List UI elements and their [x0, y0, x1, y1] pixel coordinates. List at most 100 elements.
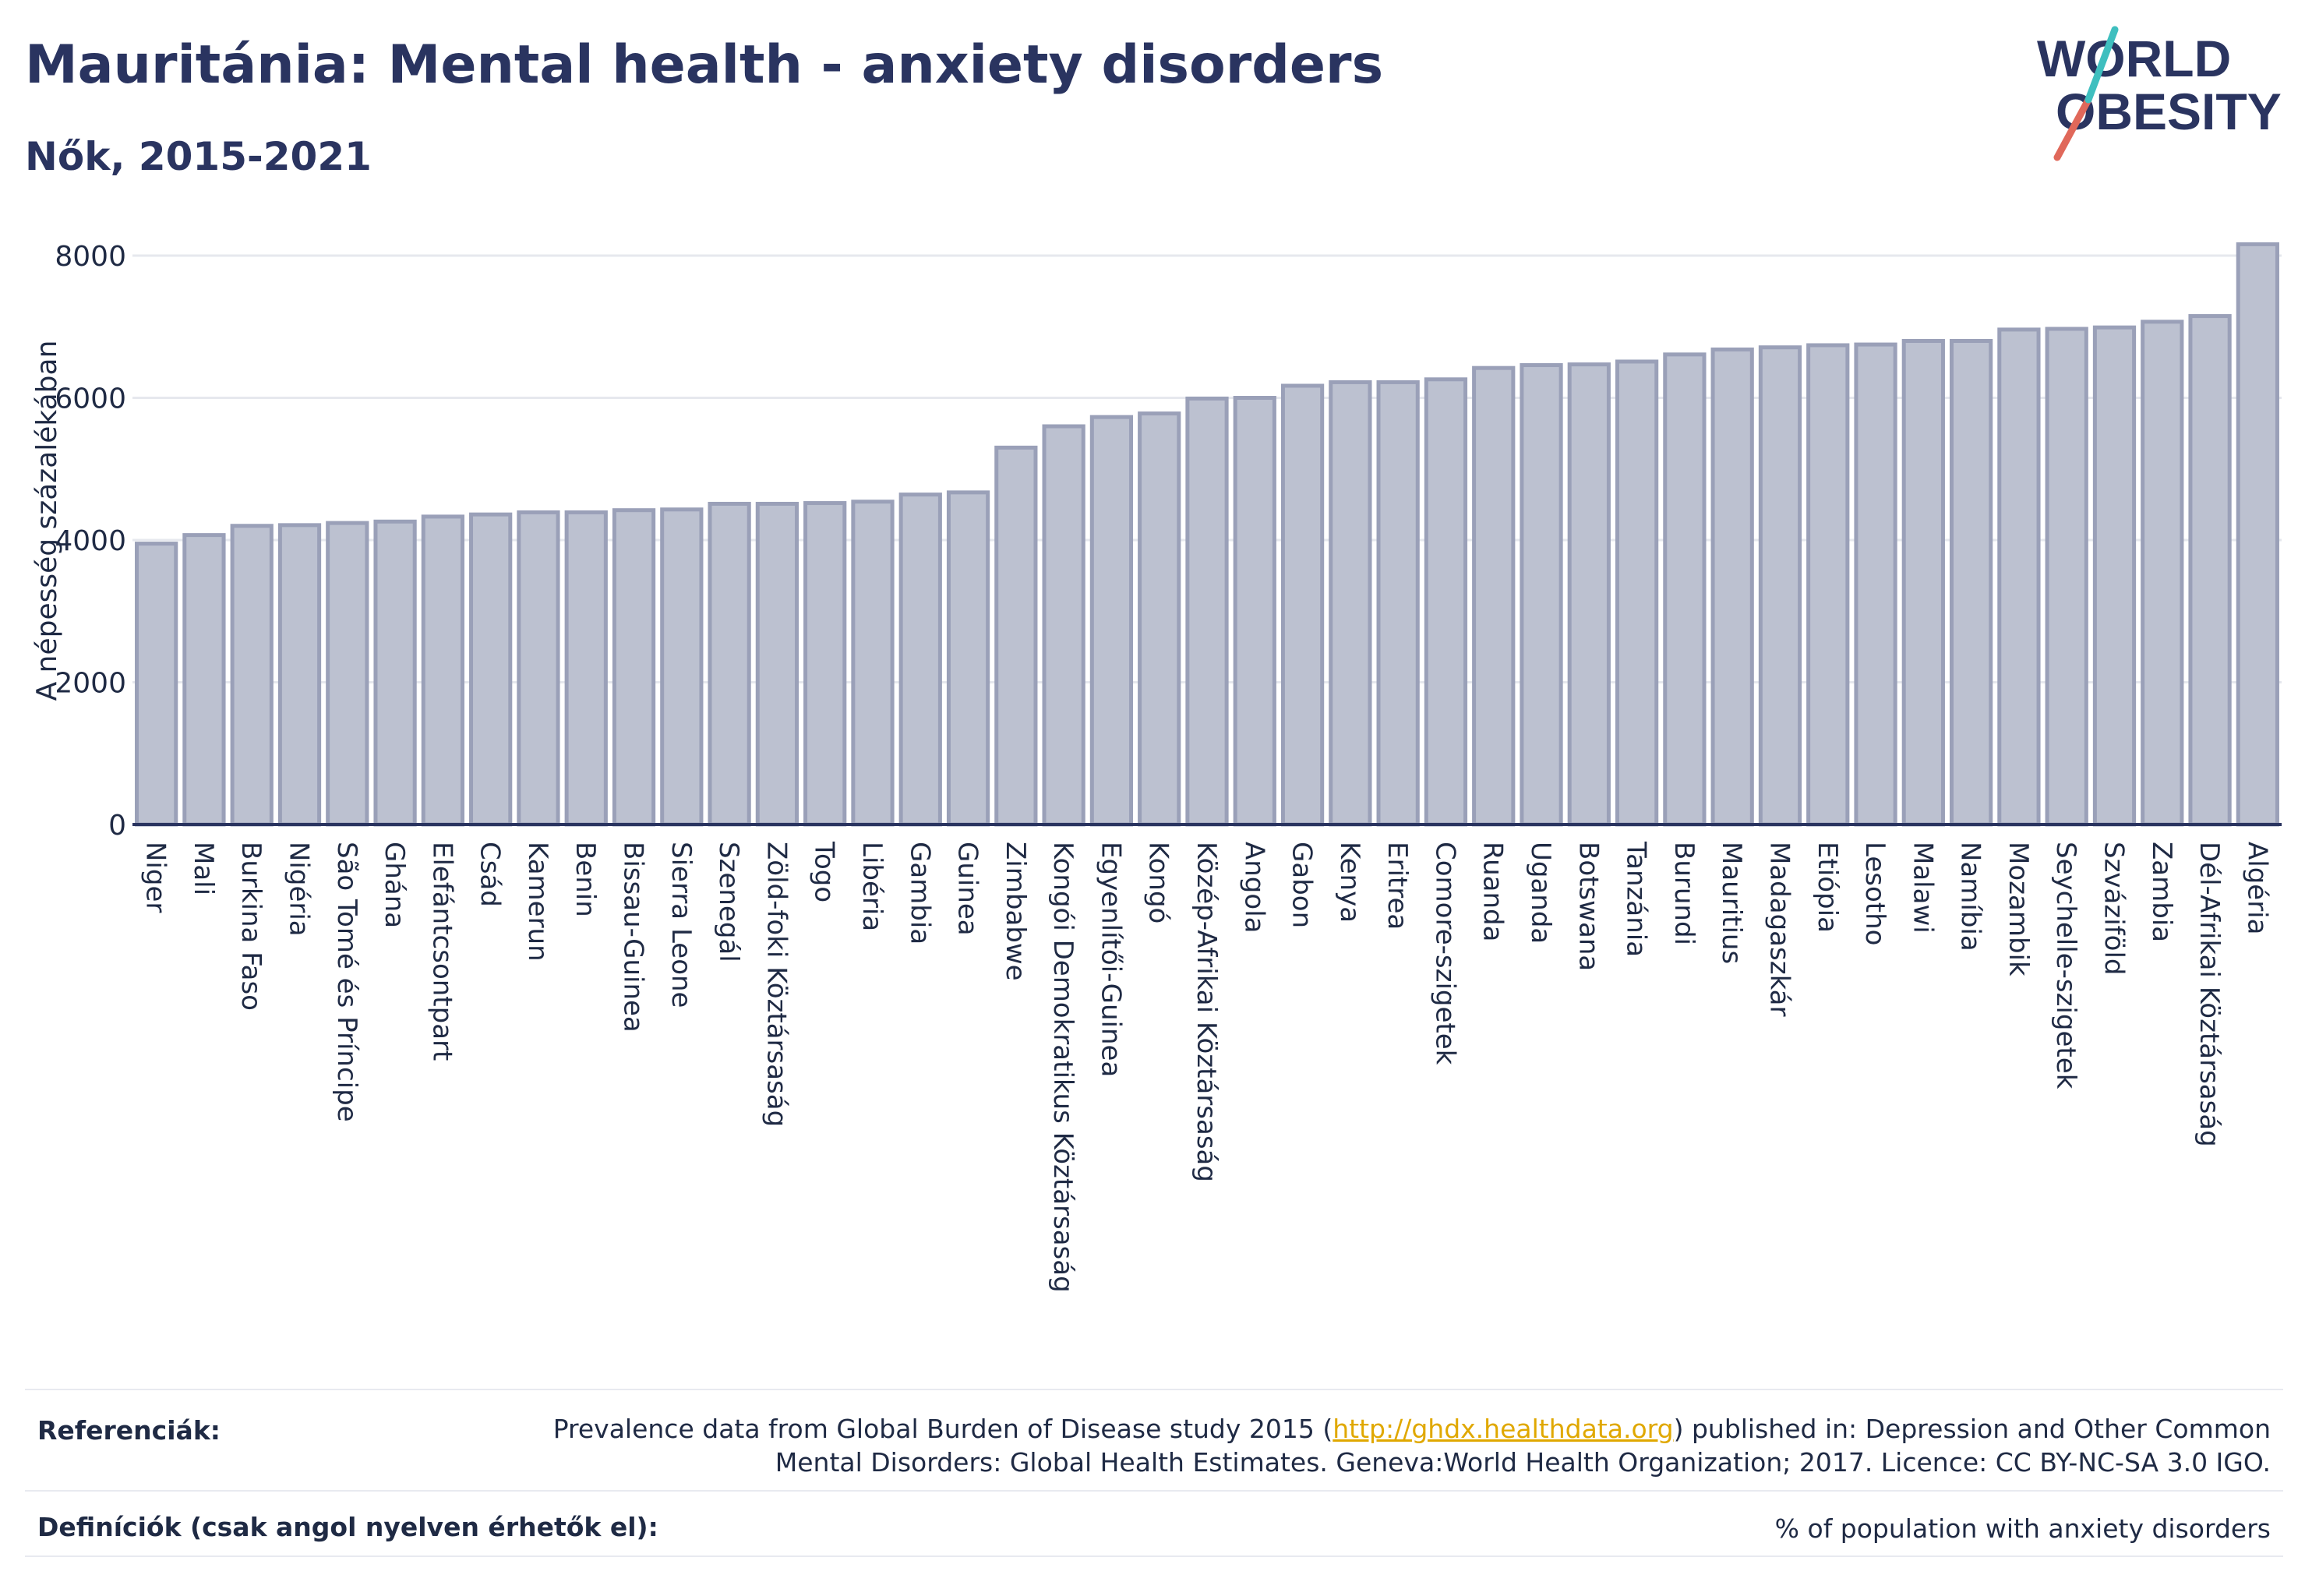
x-tick-label: Benin [570, 842, 601, 917]
x-tick-label: São Tomé és Príncipe [331, 842, 362, 1122]
bar[interactable] [564, 510, 608, 827]
bar[interactable] [1472, 365, 1516, 827]
bar[interactable] [2045, 327, 2088, 827]
definitions-label: Definíciók (csak angol nyelven érhetők e… [37, 1512, 658, 1542]
x-tick-label: Namíbia [1955, 842, 1986, 952]
bar[interactable] [2141, 320, 2184, 827]
bar[interactable] [1854, 342, 1897, 827]
bar[interactable] [1042, 424, 1085, 827]
bar[interactable] [1138, 411, 1181, 827]
x-tick-label: Szenegál [713, 842, 744, 962]
bar[interactable] [1280, 383, 1325, 827]
x-tick-label: Angola [1238, 842, 1269, 933]
references-link[interactable]: http://ghdx.healthdata.org [1333, 1414, 1674, 1444]
references-text: Prevalence data from Global Burden of Di… [553, 1412, 2271, 1479]
x-tick-label: Bissau-Guinea [618, 842, 649, 1033]
bar[interactable] [1233, 396, 1276, 827]
x-tick-label: Mozambik [2003, 842, 2034, 976]
bar[interactable] [803, 501, 847, 827]
x-tick-label: Malawi [1907, 842, 1938, 934]
bar[interactable] [182, 533, 226, 827]
axes: 0 2000 4000 6000 8000 [55, 241, 2282, 842]
bar[interactable] [994, 445, 1038, 827]
x-tick-label: Mali [188, 842, 219, 895]
bar[interactable] [1663, 352, 1707, 827]
bar[interactable] [2188, 314, 2232, 827]
bar[interactable] [1901, 339, 1945, 827]
logo-slash-teal [2084, 26, 2119, 104]
x-tick-label: Niger [140, 842, 171, 913]
x-tick-label: Nigéria [284, 842, 315, 937]
x-tick-label: Lesotho [1859, 842, 1890, 945]
references-line2: Mental Disorders: Global Health Estimate… [775, 1447, 2271, 1478]
bar[interactable] [517, 510, 560, 827]
x-tick-label: Zambia [2146, 842, 2177, 942]
x-tick-label: Kamerun [522, 842, 553, 962]
x-tick-label: Burundi [1668, 842, 1700, 945]
bar[interactable] [755, 501, 800, 827]
x-tick-label: Dél-Afrikai Köztársaság [2194, 842, 2225, 1147]
x-tick-label: Kongó [1143, 842, 1174, 923]
logo-slash-red [2053, 96, 2092, 161]
bar[interactable] [660, 507, 704, 827]
bar[interactable] [1089, 415, 1134, 827]
footer-divider [25, 1490, 2283, 1492]
x-tick-label: Elefántcsontpart [426, 842, 457, 1061]
x-tick-label: Kenya [1334, 842, 1365, 923]
x-tick-label: Uganda [1525, 842, 1556, 944]
bar[interactable] [1520, 363, 1563, 827]
bar[interactable] [230, 524, 274, 827]
bar[interactable] [1949, 339, 1993, 827]
bar[interactable] [1376, 380, 1420, 827]
bar[interactable] [1806, 343, 1850, 827]
bar[interactable] [1997, 327, 2041, 827]
references-line1-before: Prevalence data from Global Burden of Di… [552, 1414, 1333, 1444]
bar[interactable] [612, 508, 656, 827]
bar[interactable] [2092, 325, 2137, 827]
page-title: Mauritánia: Mental health - anxiety diso… [25, 34, 1384, 96]
y-tick-label: 8000 [55, 241, 126, 273]
x-tick-label: Eritrea [1382, 842, 1413, 930]
x-tick-label: Madagaszkár [1763, 842, 1795, 1016]
x-tick-label: Guinea [952, 842, 983, 936]
bar[interactable] [1567, 362, 1611, 827]
logo-line1: WORLD [2037, 30, 2231, 87]
definitions-text: % of population with anxiety disorders [1774, 1513, 2271, 1544]
references-line1-after: ) published in: Depression and Other Com… [1673, 1414, 2271, 1444]
bar[interactable] [1758, 345, 1802, 827]
x-tick-label: Közép-Afrikai Köztársaság [1191, 842, 1222, 1182]
x-tick-label: Kongói Demokratikus Köztársaság [1047, 842, 1078, 1293]
bar[interactable] [1329, 380, 1372, 827]
x-tick-label: Mauritius [1716, 842, 1747, 964]
x-tick-label: Gambia [904, 842, 935, 945]
x-tick-label: Botswana [1573, 842, 1604, 971]
bar[interactable] [708, 501, 751, 827]
x-tick-label: Gabon [1287, 842, 1318, 928]
bar[interactable] [851, 500, 895, 827]
bar[interactable] [135, 542, 178, 827]
bar[interactable] [373, 519, 417, 827]
x-tick-label: Etiópia [1812, 842, 1843, 933]
bar[interactable] [469, 512, 513, 827]
bar[interactable] [2236, 242, 2279, 827]
bar[interactable] [1424, 377, 1468, 827]
y-tick-label: 6000 [55, 383, 126, 415]
x-tick-label: Szváziföld [2098, 842, 2129, 975]
bar[interactable] [277, 523, 322, 827]
bar[interactable] [1710, 347, 1754, 827]
x-tick-label: Zimbabwe [1000, 842, 1031, 981]
references-label: Referenciák: [37, 1415, 221, 1446]
footer-divider [25, 1555, 2283, 1557]
bar[interactable] [898, 493, 942, 827]
bar[interactable] [1185, 396, 1229, 827]
bar[interactable] [1615, 359, 1659, 827]
bar[interactable] [421, 514, 465, 827]
x-tick-label: Egyenlítői-Guinea [1095, 842, 1126, 1077]
bar[interactable] [946, 490, 990, 827]
y-tick-label: 0 [108, 810, 126, 842]
y-tick-label: 2000 [55, 668, 126, 700]
x-tick-label: Comore-szigetek [1429, 842, 1460, 1065]
bar[interactable] [326, 521, 369, 827]
x-tick-label: Algéria [2241, 842, 2272, 934]
x-tick-label: Burkina Faso [235, 842, 267, 1011]
